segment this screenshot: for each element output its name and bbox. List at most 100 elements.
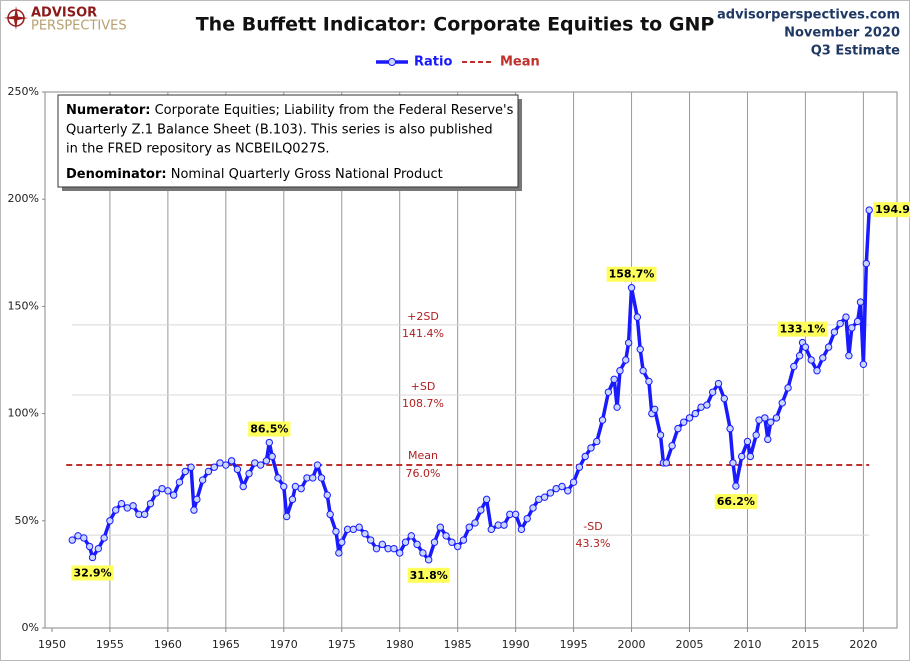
x-tick-label: 1985: [444, 638, 472, 651]
ratio-marker: [85, 542, 94, 551]
ratio-marker: [778, 399, 786, 407]
sd-name: +2SD: [407, 310, 439, 323]
ratio-marker: [795, 352, 804, 360]
ratio-marker: [187, 463, 195, 471]
sd-value: 141.4%: [402, 327, 444, 340]
ratio-marker: [210, 463, 218, 471]
ratio-marker: [862, 259, 870, 268]
x-tick-label: 2020: [849, 638, 877, 651]
value-label: 66.2%: [714, 494, 757, 510]
x-tick-label: 1960: [154, 638, 182, 651]
ratio-marker: [106, 517, 114, 525]
x-tick-label: 2000: [618, 638, 646, 651]
ratio-marker: [813, 367, 821, 375]
ratio-marker: [564, 487, 572, 495]
x-tick-label: 1955: [96, 638, 124, 651]
ratio-marker: [413, 540, 421, 549]
ratio-marker: [853, 317, 862, 326]
ratio-marker: [88, 553, 97, 562]
x-tick-label: 2005: [676, 638, 704, 651]
ratio-marker: [378, 540, 387, 549]
ratio-marker: [790, 362, 798, 371]
value-label: 32.9%: [71, 565, 114, 581]
y-tick-label: 250%: [8, 85, 39, 98]
y-tick-label: 150%: [8, 299, 39, 312]
value-label-bg: [248, 421, 291, 437]
ratio-marker: [616, 367, 624, 375]
ratio-marker: [732, 482, 740, 490]
text-box: Numerator: Corporate Equities; Liability…: [57, 94, 522, 191]
value-label-text: 133.1%: [780, 323, 826, 336]
ratio-marker: [459, 536, 468, 544]
ratio-marker: [282, 512, 291, 521]
y-tick-label: 100%: [8, 407, 39, 420]
x-tick-label: 1980: [386, 638, 414, 651]
ratio-marker: [784, 384, 792, 392]
ratio-marker: [190, 506, 198, 514]
y-tick-label: 200%: [8, 192, 39, 205]
ratio-marker: [442, 532, 450, 540]
sd-value: 108.7%: [402, 397, 444, 410]
value-label: 31.8%: [407, 567, 450, 583]
ratio-marker: [656, 431, 665, 439]
ratio-marker: [604, 388, 613, 396]
ratio-marker: [720, 394, 728, 403]
mean-name: Mean: [408, 449, 438, 462]
value-label: 194.9%: [873, 202, 910, 218]
ratio-marker: [529, 504, 537, 512]
ratio-marker: [169, 491, 178, 499]
ratio-marker: [639, 367, 647, 375]
ratio-marker: [714, 379, 723, 388]
ratio-marker: [622, 356, 630, 364]
ratio-marker: [317, 474, 326, 482]
ratio-marker: [164, 487, 172, 495]
ratio-marker: [129, 502, 137, 510]
x-tick-label: 2015: [791, 638, 819, 651]
logo-text: ADVISOR: [31, 6, 97, 21]
ratio-marker: [430, 538, 439, 546]
sd-name: -SD: [583, 520, 602, 533]
ratio-marker: [729, 459, 737, 467]
ratio-marker: [703, 401, 711, 409]
chart-title: The Buffett Indicator: Corporate Equitie…: [196, 14, 715, 36]
ratio-marker: [367, 536, 375, 544]
ratio-marker: [587, 444, 595, 452]
ratio-marker: [624, 339, 633, 347]
value-label-bg: [873, 202, 910, 218]
ratio-marker: [842, 313, 850, 321]
ratio-marker: [708, 388, 717, 396]
value-label-text: 86.5%: [250, 423, 288, 436]
value-label: 133.1%: [777, 321, 828, 337]
ratio-marker: [575, 463, 584, 471]
ratio-marker: [517, 525, 526, 534]
ratio-marker: [737, 452, 746, 461]
ratio-marker: [80, 534, 88, 542]
ratio-marker: [581, 452, 589, 461]
ratio-marker: [764, 435, 772, 444]
legend-label: Ratio: [414, 55, 452, 70]
ratio-marker: [265, 438, 274, 447]
box-line: in the FRED repository as NCBEILQ027S.: [66, 142, 330, 157]
ratio-marker: [761, 414, 769, 422]
ratio-marker: [685, 414, 694, 422]
ratio-marker: [152, 489, 160, 497]
ratio-marker: [175, 478, 184, 486]
ratio-marker: [746, 452, 755, 461]
ratio-marker: [772, 414, 781, 422]
ratio-marker: [313, 461, 322, 469]
ratio-marker: [801, 343, 810, 351]
ratio-marker: [819, 354, 827, 362]
ratio-marker: [117, 499, 126, 508]
box-line: Numerator: Corporate Equities; Liability…: [66, 103, 514, 118]
value-label-bg: [606, 266, 657, 282]
box-line: Denominator: Nominal Quarterly Gross Nat…: [66, 167, 443, 182]
ratio-marker: [477, 506, 485, 514]
ratio-marker: [448, 538, 456, 546]
ratio-marker: [500, 521, 508, 529]
box-line: Quarterly Z.1 Balance Sheet (B.103). Thi…: [66, 123, 493, 138]
source: advisorperspectives.com: [717, 8, 900, 23]
ratio-marker: [743, 437, 752, 446]
ratio-marker: [674, 424, 682, 433]
x-tick-label: 1975: [328, 638, 356, 651]
x-tick-label: 1990: [502, 638, 530, 651]
